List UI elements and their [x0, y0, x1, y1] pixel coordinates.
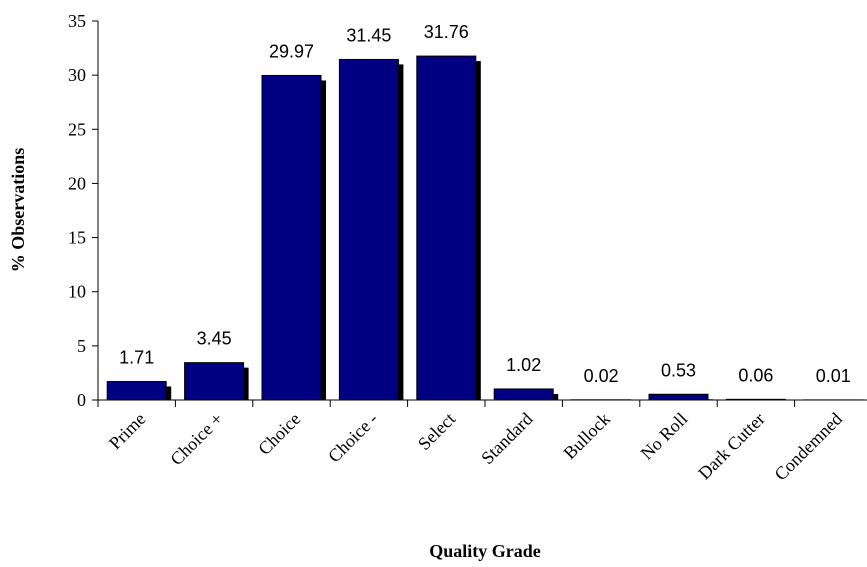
data-label: 1.02 — [506, 355, 541, 375]
y-tick-label: 5 — [77, 336, 86, 356]
data-label: 1.71 — [119, 347, 154, 367]
data-label: 31.45 — [346, 25, 391, 45]
bar — [493, 388, 554, 401]
x-tick-label: Bullock — [559, 409, 613, 463]
x-tick-label: No Roll — [637, 409, 692, 464]
y-tick-label: 35 — [68, 11, 86, 31]
x-tick-label: Standard — [477, 409, 536, 468]
data-label: 0.06 — [738, 365, 773, 385]
x-tick-label: Choice - — [324, 409, 382, 467]
bar — [261, 74, 322, 401]
x-tick-label: Dark Cutter — [694, 409, 769, 484]
x-tick-label: Prime — [105, 409, 150, 454]
y-ticks-group: 0 5 10 15 20 25 30 35 — [68, 11, 98, 410]
bar — [106, 380, 167, 401]
y-tick-label: 25 — [68, 119, 86, 139]
x-tick-label: Choice — [254, 409, 304, 459]
x-ticks-group: Prime Choice + Choice Choice - Select Standar… — [97, 400, 846, 485]
bar — [184, 362, 245, 401]
y-tick-label: 30 — [68, 65, 86, 85]
data-label: 29.97 — [269, 41, 314, 61]
data-label: 31.76 — [424, 22, 469, 42]
x-tick-label: Condemned — [770, 409, 846, 485]
data-label: 3.45 — [197, 329, 232, 349]
y-tick-label: 15 — [68, 228, 86, 248]
x-tick-label: Choice + — [166, 409, 227, 470]
bar — [416, 55, 477, 401]
bar — [338, 58, 399, 401]
y-axis-title: % Observations — [8, 148, 28, 273]
bar — [648, 393, 709, 401]
data-label: 0.01 — [816, 366, 851, 386]
data-label: 0.53 — [661, 360, 696, 380]
data-label: 0.02 — [584, 366, 619, 386]
data-labels-group: 1.71 3.45 29.97 31.45 31.76 1.02 0.02 0.53 0.06 0… — [119, 22, 851, 386]
bars-group — [106, 55, 864, 401]
y-tick-label: 0 — [77, 390, 86, 410]
y-tick-label: 20 — [68, 173, 86, 193]
x-tick-label: Select — [414, 409, 459, 454]
x-axis-title: Quality Grade — [429, 541, 541, 561]
y-tick-label: 10 — [68, 282, 86, 302]
